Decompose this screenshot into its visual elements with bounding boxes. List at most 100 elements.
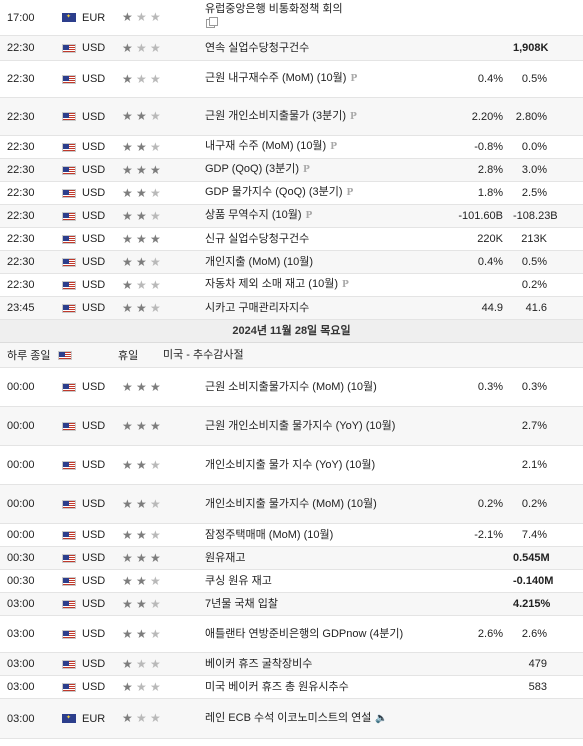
star-icon: ★: [150, 231, 161, 246]
event-row[interactable]: 00:00 USD ★ ★ ★ 근원 개인소비지출 물가지수 (YoY) (10월) 2.7…: [0, 407, 583, 446]
preliminary-icon[interactable]: P: [346, 188, 354, 198]
event-row[interactable]: 22:30 USD ★ ★ ★ 연속 실업수당청구건수 1,908K: [0, 36, 583, 61]
preliminary-icon[interactable]: P: [350, 74, 358, 84]
event-row[interactable]: 22:30 USD ★ ★ ★ 개인지출 (MoM) (10월) 0.4% 0.5%: [0, 251, 583, 274]
star-icon: ★: [136, 300, 147, 315]
event-name[interactable]: 애틀랜타 연방준비은행의 GDPnow (4분기): [204, 627, 430, 642]
star-icon: ★: [122, 40, 133, 55]
event-name-text[interactable]: 개인지출 (MoM) (10월): [205, 255, 314, 268]
event-row[interactable]: 03:00 USD ★ ★ ★ 애틀랜타 연방준비은행의 GDPnow (4분기) 2.6%…: [0, 616, 583, 653]
event-name-text[interactable]: 신규 실업수당청구건수: [205, 232, 310, 245]
event-name[interactable]: 신규 실업수당청구건수: [204, 232, 430, 247]
event-row[interactable]: 03:00 USD ★ ★ ★ 베이커 휴즈 굴착장비수 479: [0, 653, 583, 676]
event-name[interactable]: GDP 물가지수 (QoQ) (3분기) P: [204, 185, 430, 201]
event-name-text[interactable]: 근원 내구재수주 (MoM) (10월): [205, 72, 347, 84]
event-row[interactable]: 22:30 USD ★ ★ ★ 내구재 수주 (MoM) (10월) P -0.8% 0.0%: [0, 136, 583, 159]
event-name[interactable]: 개인소비지출 물가지수 (MoM) (10월): [204, 497, 430, 512]
event-name[interactable]: 근원 개인소비지출물가 (3분기) P: [204, 109, 430, 125]
speaker-icon[interactable]: 🔈: [375, 713, 388, 724]
event-name[interactable]: 연속 실업수당청구건수: [204, 41, 430, 56]
event-name[interactable]: 내구재 수주 (MoM) (10월) P: [204, 139, 430, 155]
event-row[interactable]: 03:00 USD ★ ★ ★ 미국 베이커 휴즈 총 원유시추수 583: [0, 676, 583, 699]
event-name-text[interactable]: 근원 개인소비지출물가 (3분기): [205, 109, 346, 122]
star-icon: ★: [150, 185, 161, 200]
event-row[interactable]: 00:00 USD ★ ★ ★ 개인소비지출 물가지수 (MoM) (10월) 0.2% 0.…: [0, 485, 583, 524]
event-name[interactable]: GDP (QoQ) (3분기) P: [204, 162, 430, 178]
preliminary-icon[interactable]: P: [342, 280, 349, 290]
importance-stars: ★ ★ ★: [122, 658, 204, 670]
event-name[interactable]: 유럽중앙은행 비통화정책 회의: [204, 2, 430, 33]
event-currency: USD: [82, 381, 106, 393]
event-name[interactable]: 근원 소비지출물가지수 (MoM) (10월): [204, 380, 430, 395]
event-name[interactable]: 7년물 국채 입찰: [204, 597, 430, 612]
star-icon: ★: [150, 300, 161, 315]
event-row[interactable]: 17:00EUR★★★유럽중앙은행 비통화정책 회의: [0, 0, 583, 36]
event-name-text[interactable]: 원유재고: [205, 551, 246, 564]
event-name-text[interactable]: 개인소비지출 물가지수 (MoM) (10월): [205, 497, 377, 510]
event-row[interactable]: 22:30 USD ★ ★ ★ 자동차 제외 소매 재고 (10월) P 0.2%: [0, 274, 583, 297]
event-row[interactable]: 00:00 USD ★ ★ ★ 잠정주택매매 (MoM) (10월) -2.1% 7.4%: [0, 524, 583, 547]
event-name-text[interactable]: 잠정주택매매 (MoM) (10월): [205, 528, 334, 541]
event-currency: USD: [82, 420, 106, 432]
event-name[interactable]: 미국 베이커 휴즈 총 원유시추수: [204, 680, 430, 695]
star-icon: ★: [136, 71, 147, 86]
event-name-text[interactable]: GDP (QoQ) (3분기): [205, 163, 299, 175]
event-name-text[interactable]: 베이커 휴즈 굴착장비수: [205, 657, 313, 670]
event-currency: USD: [82, 498, 106, 510]
event-name-text[interactable]: 개인소비지출 물가 지수 (YoY) (10월): [205, 458, 376, 471]
event-name[interactable]: 개인소비지출 물가 지수 (YoY) (10월): [204, 458, 430, 473]
event-name-text[interactable]: 미국 베이커 휴즈 총 원유시추수: [205, 680, 349, 693]
event-name-text[interactable]: 레인 ECB 수석 이코노미스트의 연설: [205, 712, 372, 724]
event-name-text[interactable]: 자동차 제외 소매 재고 (10월): [205, 278, 338, 290]
event-name-text[interactable]: 시카고 구매관리자지수: [205, 301, 310, 314]
event-name[interactable]: 쿠싱 원유 재고: [204, 574, 430, 589]
event-name[interactable]: 자동차 제외 소매 재고 (10월) P: [204, 277, 430, 293]
event-name-text[interactable]: 상품 무역수지 (10월): [205, 209, 302, 221]
event-name-text[interactable]: GDP 물가지수 (QoQ) (3분기): [205, 186, 343, 198]
event-row[interactable]: 22:30 USD ★ ★ ★ 상품 무역수지 (10월) P -101.60B -108.23…: [0, 205, 583, 228]
event-time: 00:00: [7, 459, 35, 471]
preliminary-icon[interactable]: P: [350, 111, 357, 122]
event-name[interactable]: 근원 내구재수주 (MoM) (10월) P: [204, 71, 430, 87]
event-row[interactable]: 00:00 USD ★ ★ ★ 개인소비지출 물가 지수 (YoY) (10월) 2.1%: [0, 446, 583, 485]
event-name-text[interactable]: 근원 소비지출물가지수 (MoM) (10월): [205, 380, 377, 393]
event-name[interactable]: 상품 무역수지 (10월) P: [204, 208, 430, 224]
event-row[interactable]: 22:30 USD ★ ★ ★ 근원 내구재수주 (MoM) (10월) P 0.4% 0.5%: [0, 61, 583, 98]
event-name-text[interactable]: 근원 개인소비지출 물가지수 (YoY) (10월): [205, 419, 396, 432]
importance-stars: ★ ★ ★: [122, 256, 204, 268]
star-icon: ★: [122, 71, 133, 86]
event-name-text[interactable]: 내구재 수주 (MoM) (10월): [205, 140, 327, 152]
event-name[interactable]: 잠정주택매매 (MoM) (10월): [204, 528, 430, 543]
event-row[interactable]: 00:30 USD ★ ★ ★ 원유재고 0.545M: [0, 547, 583, 570]
event-name[interactable]: 원유재고: [204, 551, 430, 566]
event-name[interactable]: 베이커 휴즈 굴착장비수: [204, 657, 430, 672]
event-currency: USD: [82, 233, 106, 245]
event-row[interactable]: 22:30 USD ★ ★ ★ GDP 물가지수 (QoQ) (3분기) P 1.8% 2.5%: [0, 182, 583, 205]
event-name[interactable]: 개인지출 (MoM) (10월): [204, 255, 430, 270]
event-row[interactable]: 03:00EUR★★★레인 ECB 수석 이코노미스트의 연설🔈: [0, 699, 583, 739]
event-row[interactable]: 03:00 USD ★ ★ ★ 7년물 국채 입찰 4.215%: [0, 593, 583, 616]
event-name-text[interactable]: 쿠싱 원유 재고: [205, 574, 272, 587]
event-row[interactable]: 00:30 USD ★ ★ ★ 쿠싱 원유 재고 -0.140M: [0, 570, 583, 593]
event-name-text[interactable]: 유럽중앙은행 비통화정책 회의: [205, 3, 343, 15]
event-row[interactable]: 22:30 USD ★ ★ ★ GDP (QoQ) (3분기) P 2.8% 3.0%: [0, 159, 583, 182]
event-name[interactable]: 근원 개인소비지출 물가지수 (YoY) (10월): [204, 419, 430, 434]
event-name[interactable]: 시카고 구매관리자지수: [204, 301, 430, 316]
importance-stars: ★ ★ ★: [122, 110, 204, 122]
event-row[interactable]: 23:45 USD ★ ★ ★ 시카고 구매관리자지수 44.9 41.6: [0, 297, 583, 320]
preliminary-icon[interactable]: P: [305, 211, 313, 221]
event-time: 00:00: [7, 381, 35, 393]
preliminary-icon[interactable]: P: [330, 142, 338, 152]
copy-icon[interactable]: [206, 17, 218, 28]
star-icon: ★: [122, 300, 133, 315]
event-name-text[interactable]: 애틀랜타 연방준비은행의 GDPnow (4분기): [205, 627, 404, 640]
event-name-text[interactable]: 연속 실업수당청구건수: [205, 41, 310, 54]
event-name[interactable]: 레인 ECB 수석 이코노미스트의 연설 🔈: [204, 711, 430, 726]
event-row[interactable]: 22:30 USD ★ ★ ★ 신규 실업수당청구건수 220K 213K: [0, 228, 583, 251]
event-row[interactable]: 00:00 USD ★ ★ ★ 근원 소비지출물가지수 (MoM) (10월) 0.3% 0.…: [0, 368, 583, 407]
preliminary-icon[interactable]: P: [303, 165, 310, 175]
event-name-text[interactable]: 7년물 국채 입찰: [205, 597, 278, 610]
event-row[interactable]: 22:30 USD ★ ★ ★ 근원 개인소비지출물가 (3분기) P 2.20% 2.80%: [0, 98, 583, 136]
event-forecast: 0.4%: [477, 73, 503, 85]
holiday-row[interactable]: 하루 종일 휴일 미국 - 추수감사절: [0, 343, 583, 368]
